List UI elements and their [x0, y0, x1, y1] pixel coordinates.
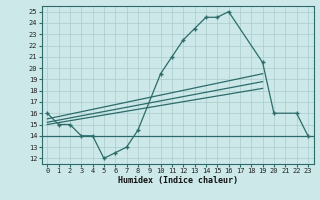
X-axis label: Humidex (Indice chaleur): Humidex (Indice chaleur): [118, 176, 237, 185]
